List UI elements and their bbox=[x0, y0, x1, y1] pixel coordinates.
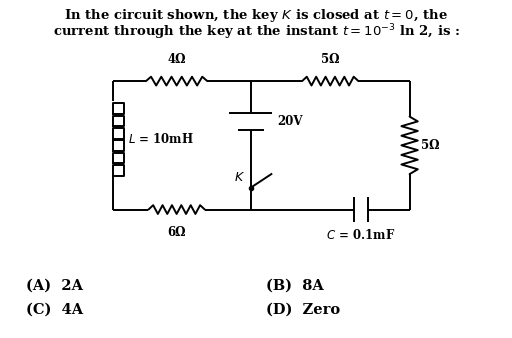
Text: $C$ = 0.1mF: $C$ = 0.1mF bbox=[326, 228, 396, 242]
Text: current through the key at the instant $t= 10^{-3}$ ln 2, is :: current through the key at the instant $… bbox=[53, 22, 459, 42]
Text: (C)  4A: (C) 4A bbox=[26, 302, 83, 316]
Text: 20V: 20V bbox=[278, 115, 303, 128]
Text: 4Ω: 4Ω bbox=[167, 53, 186, 66]
Text: $L$ = 10mH: $L$ = 10mH bbox=[128, 131, 194, 146]
Text: 5Ω: 5Ω bbox=[321, 53, 339, 66]
Text: In the circuit shown, the key $K$ is closed at $t = 0$, the: In the circuit shown, the key $K$ is clo… bbox=[64, 7, 448, 24]
Text: (D)  Zero: (D) Zero bbox=[266, 302, 340, 316]
Text: (B)  8A: (B) 8A bbox=[266, 279, 324, 293]
Text: 5Ω: 5Ω bbox=[421, 139, 439, 152]
Text: $K$: $K$ bbox=[233, 171, 245, 184]
Text: 6Ω: 6Ω bbox=[167, 226, 186, 239]
Text: (A)  2A: (A) 2A bbox=[26, 279, 82, 293]
